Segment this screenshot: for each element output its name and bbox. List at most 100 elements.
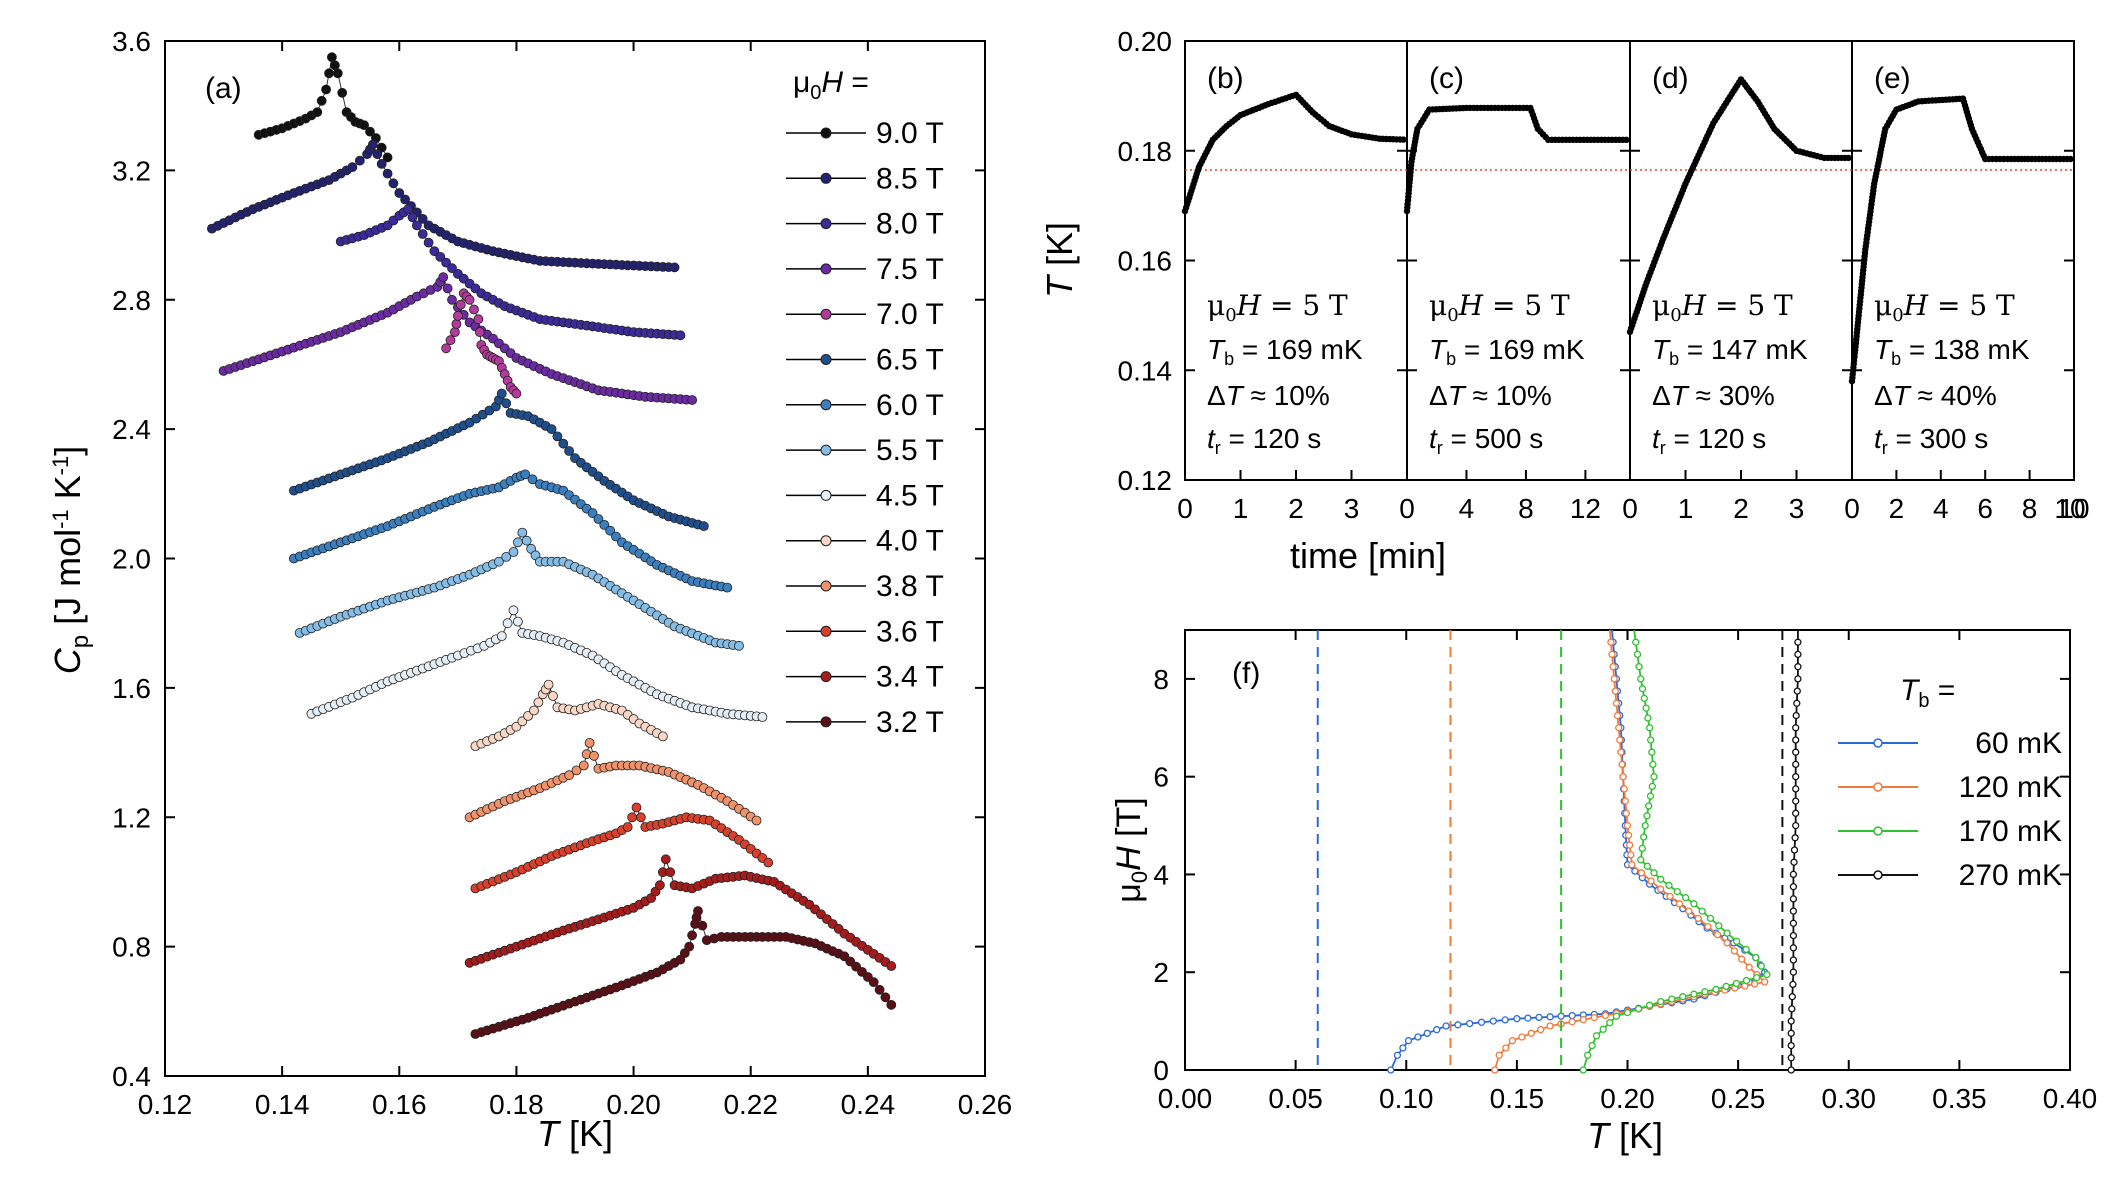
data-point: [1685, 907, 1693, 915]
panel-f-xtick-label: 0.15: [1490, 1083, 1545, 1114]
legend-marker: [1873, 826, 1883, 836]
data-point: [1792, 785, 1800, 793]
legend-marker: [820, 444, 832, 456]
data-point: [455, 299, 466, 310]
panel-f-ytick-label: 8: [1153, 664, 1169, 695]
data-point: [1793, 687, 1801, 695]
series-4-5-T: [306, 605, 768, 722]
panel-a-xtick-label: 0.20: [606, 1089, 661, 1120]
data-point: [1845, 154, 1852, 162]
data-point: [1787, 1029, 1795, 1037]
data-point: [722, 582, 733, 593]
data-point: [1690, 990, 1698, 998]
data-point: [1673, 887, 1681, 896]
data-point: [868, 977, 879, 988]
time-xtick-label: 2: [1889, 493, 1905, 524]
data-point: [1491, 1066, 1499, 1074]
panel-f-ytick-label: 2: [1153, 957, 1169, 988]
data-point: [1611, 687, 1619, 695]
panel-f-xtick-label: 0.40: [2043, 1083, 2098, 1114]
series-line: [211, 143, 675, 268]
data-point: [423, 237, 434, 248]
field-label: μ0H = 5 T: [1429, 289, 1570, 326]
panel-a-xtick-label: 0.14: [255, 1089, 310, 1120]
data-point: [578, 760, 589, 771]
data-point: [1789, 956, 1798, 964]
data-point: [1393, 1051, 1402, 1059]
time-xtick-label: 4: [1933, 493, 1949, 524]
data-point: [442, 283, 453, 294]
data-point: [376, 158, 387, 169]
data-point: [1715, 922, 1723, 930]
data-point: [1791, 834, 1799, 842]
data-point: [1792, 773, 1800, 781]
panel-f-xtick-label: 0.25: [1711, 1083, 1766, 1114]
data-point: [1738, 955, 1746, 963]
data-point: [1644, 714, 1652, 722]
time-xtick-label: 2: [1733, 493, 1749, 524]
series-line: [469, 741, 757, 821]
data-point: [1694, 914, 1702, 923]
panel-a-label: (a): [205, 72, 242, 105]
data-point: [1666, 892, 1674, 901]
data-point: [1690, 900, 1698, 908]
data-point: [1657, 885, 1665, 893]
data-point: [511, 388, 522, 399]
data-point: [1568, 1011, 1576, 1020]
data-point: [665, 867, 676, 878]
time-ytick-label: 0.12: [1118, 465, 1173, 496]
data-point: [1404, 1037, 1413, 1045]
legend-title-field: μ0H =: [793, 66, 869, 104]
panel-a-xtick-label: 0.12: [138, 1089, 193, 1120]
time-xtick-label: 1: [1233, 493, 1249, 524]
legend-entry: 3.2 T: [876, 706, 944, 739]
panel-f-xtick-label: 0.20: [1600, 1083, 1655, 1114]
data-point: [1712, 985, 1720, 993]
data-point: [1584, 1051, 1592, 1059]
data-point: [1645, 1001, 1654, 1009]
tr-label: tr = 120 s: [1652, 423, 1766, 458]
data-point: [1646, 792, 1655, 800]
data-point: [508, 605, 519, 616]
legend-entry: 60 mK: [1975, 727, 2062, 760]
data-point: [1579, 1066, 1587, 1074]
data-point: [1433, 1026, 1441, 1034]
data-point: [584, 738, 595, 748]
time-panel-series: (b) μ0H = 5 T Tb = 169 mK ΔT ≈ 10% tr = 120 …: [1181, 62, 2074, 458]
data-point: [332, 68, 343, 79]
data-point: [1698, 907, 1706, 915]
panel-a-ylabel: Cp [J mol-1 K-1]: [47, 446, 94, 675]
data-point: [589, 750, 599, 761]
series-6-0-T: [288, 469, 733, 593]
data-point: [1792, 797, 1800, 805]
data-point: [1650, 773, 1658, 781]
data-point: [533, 697, 544, 708]
data-point: [312, 107, 323, 118]
legend-marker: [820, 399, 832, 411]
data-point: [1620, 785, 1628, 793]
data-point: [763, 857, 774, 868]
data-point: [1794, 638, 1802, 646]
data-point: [1792, 748, 1800, 756]
tb-label: Tb = 169 mK: [1429, 334, 1585, 369]
panel-a-ytick-label: 0.4: [112, 1061, 151, 1092]
data-point: [1742, 945, 1750, 954]
data-point: [521, 535, 532, 546]
data-point: [382, 152, 393, 163]
data-point: [502, 618, 513, 629]
data-point: [1454, 1021, 1462, 1029]
tb-label: Tb = 169 mK: [1207, 334, 1363, 369]
data-point: [1792, 736, 1800, 744]
time-xtick-label: 0: [1844, 493, 1860, 524]
data-point: [751, 815, 762, 826]
field-label: μ0H = 5 T: [1652, 289, 1793, 326]
data-point: [529, 705, 539, 716]
data-point: [354, 155, 365, 166]
data-point: [517, 527, 528, 538]
data-point: [1648, 748, 1656, 756]
data-point: [473, 314, 484, 325]
data-point: [1787, 1017, 1795, 1025]
data-point: [1599, 1025, 1607, 1033]
data-point: [687, 930, 697, 941]
data-point: [1466, 1019, 1474, 1028]
